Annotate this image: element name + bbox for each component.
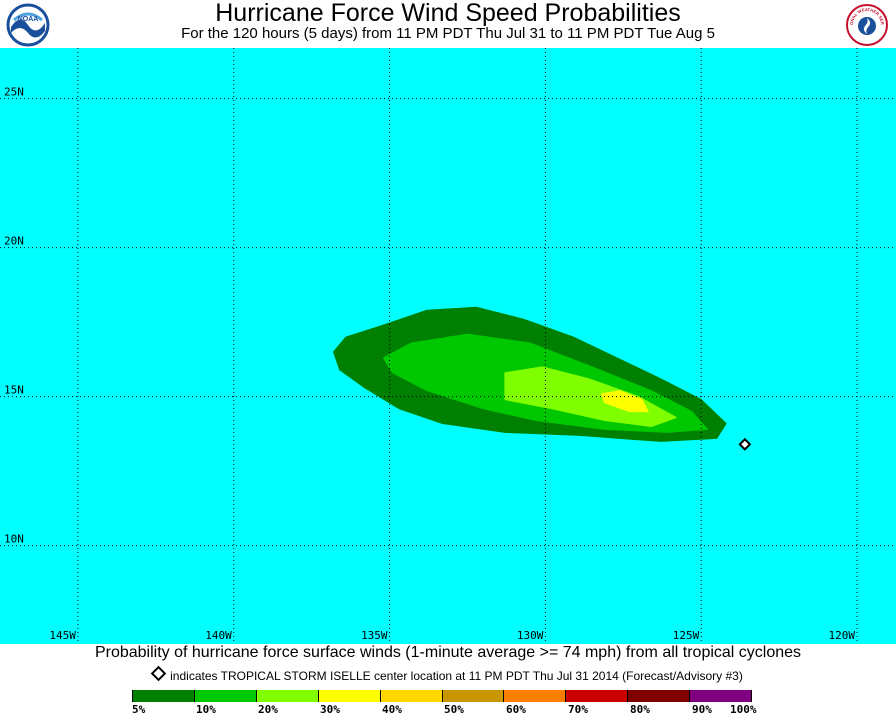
- map-title: Hurricane Force Wind Speed Probabilities: [215, 0, 681, 27]
- longitude-label: 135W: [361, 629, 388, 642]
- longitude-label: 120W: [829, 629, 856, 642]
- legend-label: 100%: [730, 703, 757, 716]
- latitude-label: 25N: [4, 86, 24, 99]
- probability-region-4: [601, 390, 649, 413]
- legend-swatch: [256, 690, 319, 702]
- map-caption: Probability of hurricane force surface w…: [94, 644, 802, 661]
- legend-swatch: [504, 690, 567, 702]
- latitude-label: 20N: [4, 235, 24, 248]
- legend-swatch: [628, 690, 691, 702]
- legend-label: 20%: [258, 703, 278, 716]
- legend-swatch: [690, 690, 753, 702]
- legend-label: 50%: [444, 703, 464, 716]
- longitude-label: 125W: [673, 629, 700, 642]
- legend-swatch: [380, 690, 443, 702]
- probability-map: 25N 20N 15N 10N 145W 140W 135W 130W 125W 120W: [0, 48, 896, 644]
- legend-swatch: [442, 690, 505, 702]
- diamond-icon: [150, 665, 167, 682]
- noaa-logo: NOAA: [6, 3, 50, 47]
- svg-text:NOAA: NOAA: [18, 16, 39, 23]
- legend-label: 5%: [132, 703, 146, 716]
- legend-label: 30%: [320, 703, 340, 716]
- longitude-label: 140W: [205, 629, 232, 642]
- longitude-labels: 145W 140W 135W 130W 125W 120W: [49, 629, 855, 642]
- nws-logo: NATIONAL WEATHER SERVICE: [845, 3, 888, 46]
- legend-swatch: [132, 690, 195, 702]
- storm-center-marker: [738, 437, 752, 451]
- map-grid: [0, 48, 896, 644]
- longitude-label: 130W: [517, 629, 544, 642]
- header: NOAA Hurricane Force Wind Speed Probabil…: [0, 0, 896, 48]
- map-subtitle: For the 120 hours (5 days) from 11 PM PD…: [181, 25, 715, 42]
- legend-label: 70%: [568, 703, 588, 716]
- legend-swatch: [566, 690, 629, 702]
- latitude-label: 15N: [4, 384, 24, 397]
- probability-legend: [132, 690, 753, 702]
- legend-label: 80%: [630, 703, 650, 716]
- probability-regions: [333, 306, 727, 442]
- legend-label: 10%: [196, 703, 216, 716]
- legend-label: 60%: [506, 703, 526, 716]
- legend-label: 40%: [382, 703, 402, 716]
- longitude-label: 145W: [49, 629, 76, 642]
- storm-note: indicates TROPICAL STORM ISELLE center l…: [0, 665, 896, 684]
- legend-label: 90%: [692, 703, 712, 716]
- legend-labels: 5% 10% 20% 30% 40% 50% 60% 70% 80% 90% 100%: [0, 703, 896, 716]
- latitude-labels: 25N 20N 15N 10N: [4, 86, 24, 546]
- latitude-label: 10N: [4, 533, 24, 546]
- legend-swatch: [194, 690, 257, 702]
- legend-swatch: [318, 690, 381, 702]
- storm-note-text: indicates TROPICAL STORM ISELLE center l…: [170, 669, 743, 683]
- storm-center-diamond: [738, 437, 752, 451]
